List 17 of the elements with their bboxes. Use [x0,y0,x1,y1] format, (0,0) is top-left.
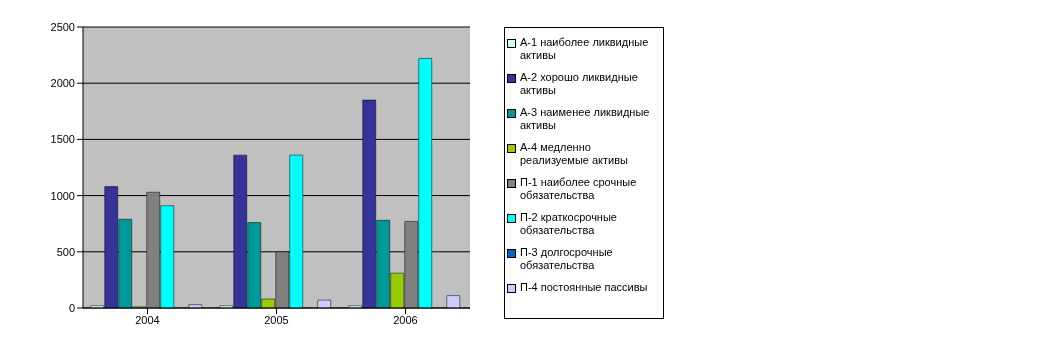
y-tick-label: 2500 [50,20,75,33]
legend-label: А-1 наиболее ликвидные активы [520,36,650,62]
legend-label: П-3 долгосрочные обязательства [520,246,614,272]
legend-label: А-4 медленно реализуемые активы [520,141,629,167]
y-tick-label: 1500 [50,133,75,146]
y-tick-label: 0 [68,301,75,314]
legend-label: А-2 хорошо ликвидные активы [520,71,639,97]
x-tick-label: 2005 [264,313,289,326]
legend-label: П-1 наиболее срочные обязательства [520,176,638,202]
y-tick-label: 2000 [50,77,75,90]
legend-label: П-2 краткосрочные обязательства [520,211,618,237]
y-tick-label: 500 [56,245,75,258]
x-tick-label: 2004 [135,313,160,326]
legend-label: А-3 наименее ликвидные активы [520,106,651,132]
x-tick-label: 2006 [393,313,418,326]
y-tick-label: 1000 [50,189,75,202]
legend-label: П-4 постоянные пассивы [520,281,648,294]
